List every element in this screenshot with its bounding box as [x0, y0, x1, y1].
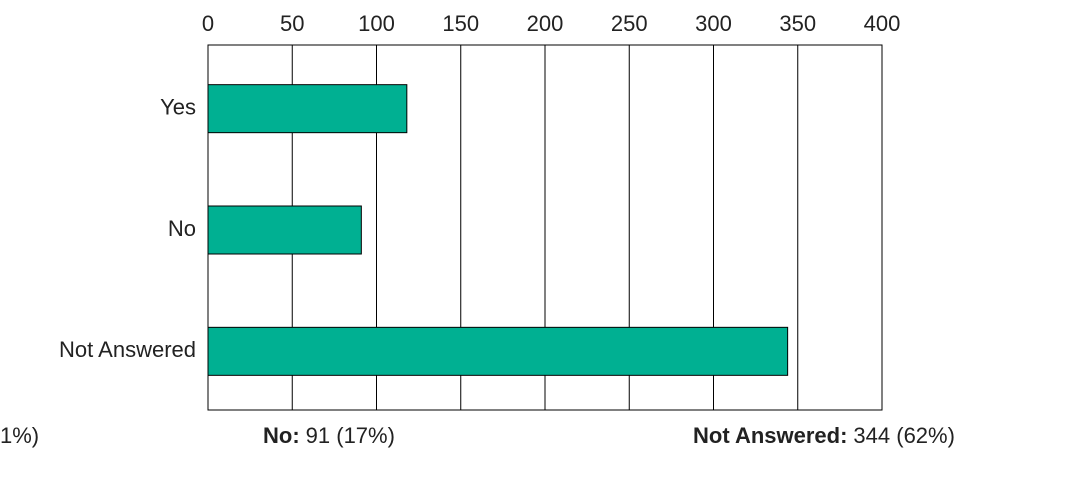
x-tick-label: 350: [779, 11, 816, 36]
summary-entry: Not Answered: 344 (62%): [693, 423, 955, 448]
x-tick-label: 0: [202, 11, 214, 36]
x-tick-label: 400: [864, 11, 901, 36]
summary-text: 1%): [0, 423, 39, 448]
summary-text: 344 (62%): [853, 423, 955, 448]
summary-entry: No: 91 (17%): [263, 423, 395, 448]
x-tick-label: 50: [280, 11, 304, 36]
x-tick-label: 250: [611, 11, 648, 36]
y-tick-label: Yes: [160, 94, 196, 119]
bar: [207, 84, 408, 134]
x-tick-label: 200: [527, 11, 564, 36]
bar: [207, 326, 789, 376]
y-tick-label: Not Answered: [59, 337, 196, 362]
y-tick-label: No: [168, 216, 196, 241]
bar: [207, 205, 362, 255]
summary-text: 91 (17%): [306, 423, 395, 448]
x-tick-label: 300: [695, 11, 732, 36]
x-tick-label: 100: [358, 11, 395, 36]
summary-name: No:: [263, 423, 300, 448]
x-tick-label: 150: [442, 11, 479, 36]
summary-name: Not Answered:: [693, 423, 847, 448]
